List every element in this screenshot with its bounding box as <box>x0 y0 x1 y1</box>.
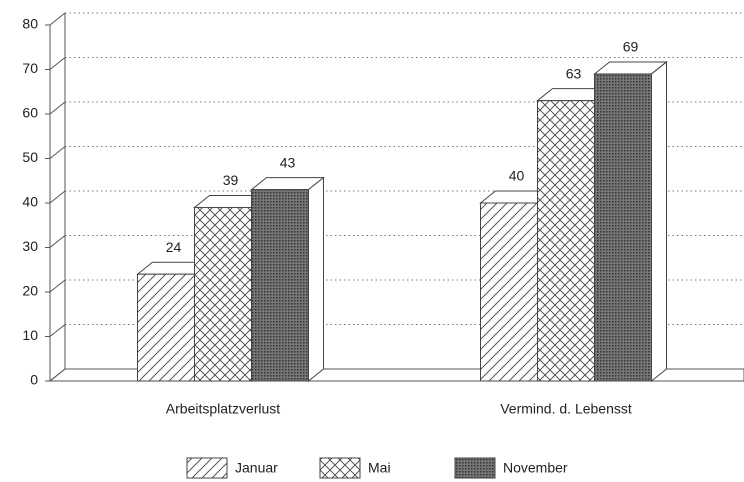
depth-line <box>49 235 66 248</box>
depth-line <box>49 57 66 70</box>
legend-swatch <box>454 457 496 479</box>
y-tick-label: 50 <box>22 149 38 165</box>
y-tick-label: 30 <box>22 238 38 254</box>
value-label: 63 <box>566 65 582 81</box>
legend-label: Mai <box>368 460 391 476</box>
bar-side <box>651 60 667 383</box>
legend-swatch <box>319 457 361 479</box>
depth-line <box>49 101 66 115</box>
depth-line <box>49 368 66 382</box>
bar <box>594 73 652 382</box>
value-label: 24 <box>166 239 182 255</box>
bar <box>537 100 595 382</box>
depth-line <box>49 146 66 159</box>
bar <box>137 273 195 382</box>
y-tick-label: 40 <box>22 194 38 210</box>
value-label: 69 <box>623 39 639 55</box>
value-label: 43 <box>280 154 296 170</box>
depth-line <box>49 190 66 204</box>
depth-line <box>49 279 66 293</box>
x-tick-label: Vermind. d. Lebensst <box>500 401 632 417</box>
y-tick-label: 80 <box>22 16 38 32</box>
bar <box>480 202 538 382</box>
bar-side <box>308 176 324 383</box>
y-tick-label: 60 <box>22 105 38 121</box>
y-tick-label: 0 <box>30 372 38 388</box>
depth-line <box>49 12 66 26</box>
depth-line <box>49 324 66 337</box>
x-tick-label: Arbeitsplatzverlust <box>166 401 280 417</box>
bar <box>251 189 309 382</box>
legend-label: November <box>503 460 568 476</box>
legend-swatch <box>186 457 228 479</box>
y-tick-label: 10 <box>22 327 38 343</box>
value-label: 40 <box>509 168 525 184</box>
value-label: 39 <box>223 172 239 188</box>
legend-label: Januar <box>235 460 278 476</box>
y-tick-label: 70 <box>22 60 38 76</box>
bar <box>194 206 252 382</box>
y-tick-label: 20 <box>22 283 38 299</box>
